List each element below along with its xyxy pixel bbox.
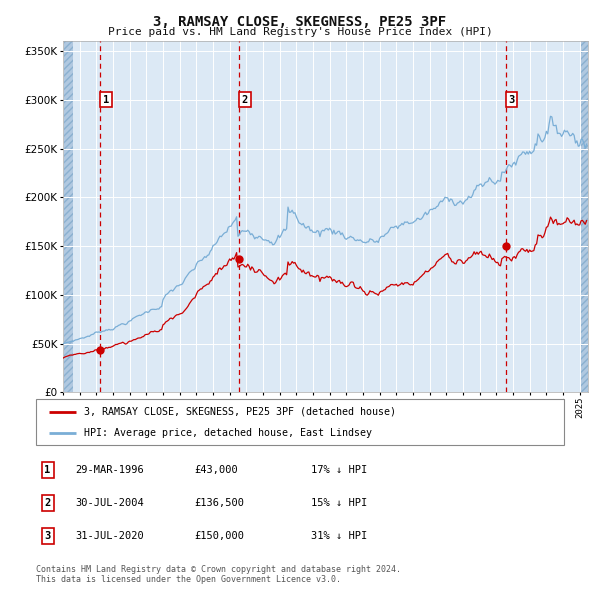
Text: 2: 2 <box>242 95 248 105</box>
Text: 31% ↓ HPI: 31% ↓ HPI <box>311 531 367 540</box>
Text: £136,500: £136,500 <box>194 498 244 508</box>
Text: Price paid vs. HM Land Registry's House Price Index (HPI): Price paid vs. HM Land Registry's House … <box>107 28 493 37</box>
Text: 31-JUL-2020: 31-JUL-2020 <box>76 531 145 540</box>
Text: 2: 2 <box>44 498 51 508</box>
Text: £150,000: £150,000 <box>194 531 244 540</box>
Text: £43,000: £43,000 <box>194 466 238 475</box>
Text: Contains HM Land Registry data © Crown copyright and database right 2024.: Contains HM Land Registry data © Crown c… <box>36 565 401 575</box>
Text: HPI: Average price, detached house, East Lindsey: HPI: Average price, detached house, East… <box>83 428 371 438</box>
Text: 3, RAMSAY CLOSE, SKEGNESS, PE25 3PF: 3, RAMSAY CLOSE, SKEGNESS, PE25 3PF <box>154 15 446 29</box>
Text: 15% ↓ HPI: 15% ↓ HPI <box>311 498 367 508</box>
Text: This data is licensed under the Open Government Licence v3.0.: This data is licensed under the Open Gov… <box>36 575 341 584</box>
FancyBboxPatch shape <box>36 399 564 445</box>
Bar <box>580 41 588 392</box>
Text: 30-JUL-2004: 30-JUL-2004 <box>76 498 145 508</box>
Bar <box>63 41 73 392</box>
Text: 1: 1 <box>44 466 51 475</box>
Text: 3: 3 <box>44 531 51 540</box>
Text: 17% ↓ HPI: 17% ↓ HPI <box>311 466 367 475</box>
Text: 3, RAMSAY CLOSE, SKEGNESS, PE25 3PF (detached house): 3, RAMSAY CLOSE, SKEGNESS, PE25 3PF (det… <box>83 407 395 417</box>
Text: 1: 1 <box>103 95 109 105</box>
Text: 29-MAR-1996: 29-MAR-1996 <box>76 466 145 475</box>
Text: 3: 3 <box>509 95 515 105</box>
